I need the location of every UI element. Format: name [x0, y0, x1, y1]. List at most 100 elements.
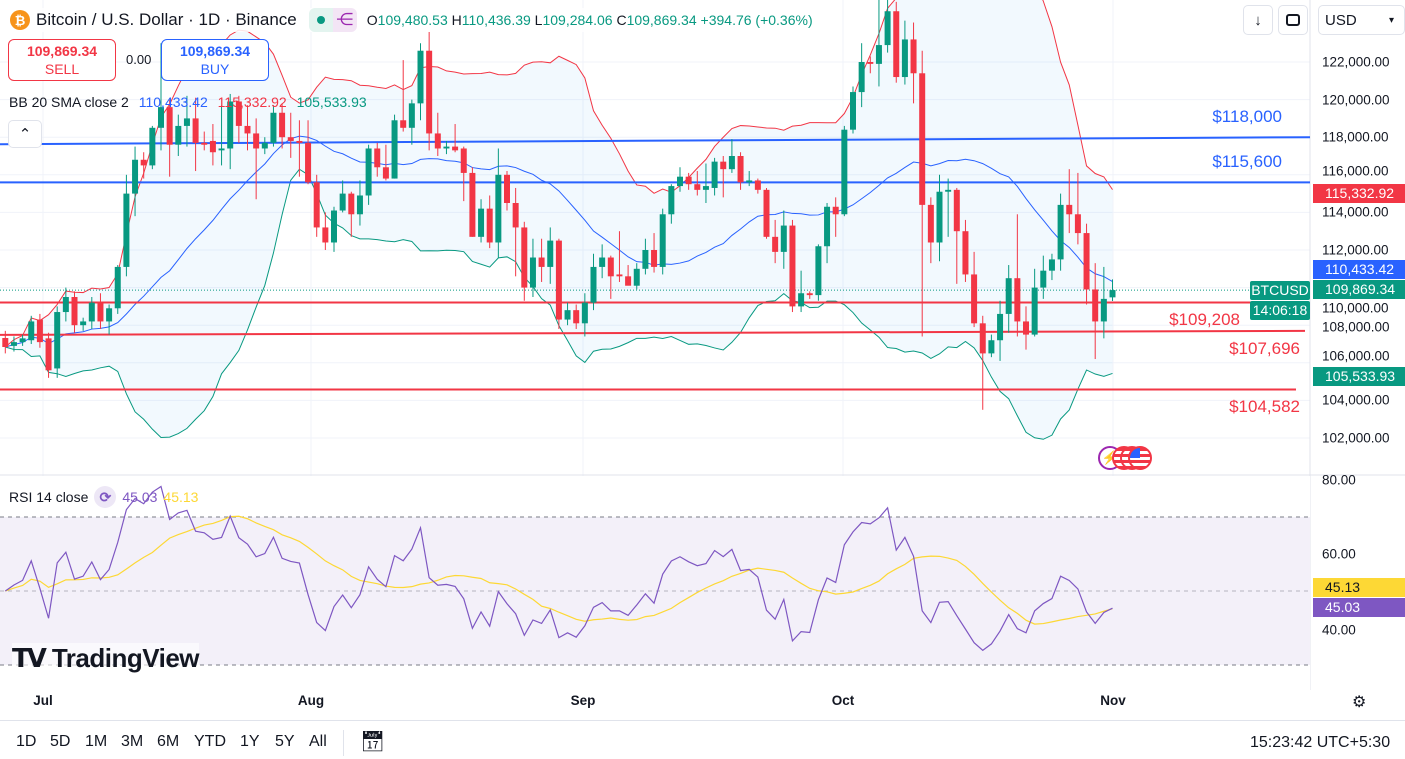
us-flag-event-icon[interactable] — [1128, 446, 1152, 470]
candle-body — [417, 50, 424, 104]
candle-body — [590, 266, 597, 303]
rsi-ma-tag: 45.13 — [1313, 578, 1405, 597]
candle-body — [1023, 321, 1029, 335]
candle — [235, 95, 242, 143]
level-label: $118,000 — [1212, 107, 1282, 127]
candle-body — [408, 103, 415, 128]
share-icon[interactable]: ⋲ — [332, 8, 357, 32]
range-button-1d[interactable]: 1D — [16, 733, 37, 750]
price-tick-label: 112,000.00 — [1322, 242, 1389, 258]
range-button-5y[interactable]: 5Y — [275, 733, 295, 750]
candle — [1040, 255, 1047, 299]
candle — [590, 253, 597, 311]
candle-body — [659, 214, 666, 267]
goto-date-calendar-icon[interactable]: 📅︎ — [360, 731, 386, 753]
candle — [175, 114, 182, 156]
clock-timezone[interactable]: 15:23:42 UTC+5:30 — [1250, 734, 1391, 751]
candle-body — [858, 62, 865, 93]
candle-body — [10, 342, 17, 346]
candle-body — [209, 140, 216, 153]
candle-body — [132, 159, 139, 194]
events-icons[interactable]: ⚡ — [1098, 446, 1152, 470]
fullscreen-button[interactable] — [1278, 5, 1308, 35]
time-tick-label: Oct — [831, 693, 855, 708]
candle-body — [668, 186, 675, 215]
candle — [867, 56, 874, 74]
candle — [685, 172, 692, 190]
scroll-to-latest-button[interactable]: ↓ — [1243, 5, 1273, 35]
symbol-title[interactable]: Bitcoin / U.S. Dollar · 1D · Binance — [36, 10, 297, 29]
candle — [1109, 279, 1116, 302]
candle-body — [279, 112, 286, 138]
candle-body — [305, 142, 312, 183]
price-tick-label: 116,000.00 — [1322, 163, 1389, 179]
candle — [88, 297, 95, 329]
tradingview-logo[interactable]: 𝗧𝗩 TradingView — [12, 643, 200, 674]
range-button-1y[interactable]: 1Y — [240, 733, 260, 750]
candle — [607, 255, 614, 299]
candle — [1005, 265, 1012, 333]
candle — [555, 238, 562, 329]
divider — [0, 720, 1405, 721]
price-chart[interactable] — [0, 0, 1405, 690]
range-button-3m[interactable]: 3M — [121, 733, 144, 750]
market-open-dot-icon — [308, 8, 333, 32]
level-label: $109,208 — [1169, 310, 1240, 330]
refresh-icon[interactable]: ⟳ — [94, 486, 117, 508]
candle — [694, 171, 701, 196]
sell-button[interactable]: 109,869.34 SELL — [8, 39, 116, 81]
range-button-ytd[interactable]: YTD — [194, 733, 226, 750]
range-button-1m[interactable]: 1M — [85, 733, 108, 750]
currency-select[interactable]: USD ▾ — [1318, 5, 1405, 35]
symbol-tag: BTCUSD — [1250, 281, 1310, 300]
candle-body — [1014, 278, 1021, 322]
candle-body — [728, 156, 735, 170]
candle-body — [97, 302, 104, 322]
candle-body — [815, 246, 822, 296]
candle — [521, 221, 528, 301]
candle — [581, 293, 588, 337]
time-tick-label: Nov — [1100, 693, 1126, 708]
candle — [884, 0, 891, 53]
candle — [149, 125, 156, 170]
range-button-all[interactable]: All — [309, 733, 327, 750]
rsi-legend[interactable]: RSI 14 close ⟳ 45.03 45.13 — [9, 486, 198, 508]
candle-body — [832, 206, 839, 215]
candle — [400, 60, 407, 132]
candle — [192, 97, 199, 172]
candle — [296, 120, 303, 177]
candle-body — [261, 142, 268, 149]
candle — [702, 163, 709, 203]
candle-body — [218, 148, 225, 151]
collapse-legend-button[interactable]: ⌃ — [8, 120, 42, 148]
price-tick-label: 118,000.00 — [1322, 129, 1389, 145]
candle-body — [521, 227, 528, 288]
candle — [426, 31, 433, 151]
buy-button[interactable]: 109,869.34 BUY — [161, 39, 269, 81]
candle-body — [365, 148, 372, 196]
candle-body — [114, 266, 121, 309]
candle — [305, 120, 312, 185]
bb-legend[interactable]: BB 20 SMA close 2 110,433.42 115,332.92 … — [9, 94, 367, 110]
candle-body — [158, 107, 164, 128]
price-tick-label: 106,000.00 — [1322, 348, 1390, 364]
candle-body — [1057, 204, 1064, 260]
candle-body — [901, 39, 908, 78]
chart-settings-icon[interactable]: ⚙ — [1352, 694, 1367, 711]
level-label: $107,696 — [1229, 338, 1300, 358]
range-button-6m[interactable]: 6M — [157, 733, 180, 750]
candle-body — [720, 161, 727, 170]
candle — [504, 171, 510, 211]
candle-body — [253, 133, 260, 149]
status-pill[interactable]: ⋲ — [308, 8, 357, 32]
candle-body — [512, 203, 519, 228]
candle — [71, 291, 78, 333]
candle — [106, 304, 113, 335]
candle — [763, 187, 770, 239]
candle — [668, 184, 675, 224]
candle — [815, 244, 822, 301]
candle-body — [685, 176, 692, 185]
candle-body — [1040, 270, 1047, 288]
range-button-5d[interactable]: 5D — [50, 733, 71, 750]
candle-body — [486, 208, 493, 243]
